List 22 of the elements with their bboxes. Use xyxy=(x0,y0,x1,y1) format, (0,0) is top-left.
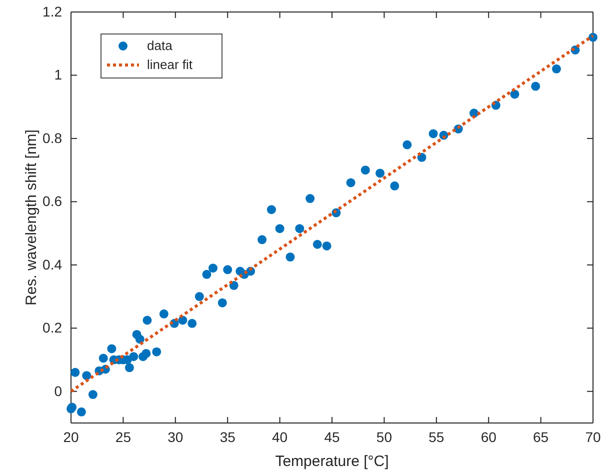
y-tick-label: 0.2 xyxy=(42,320,62,336)
y-tick-label: 1 xyxy=(54,66,62,83)
y-axis-title: Res. wavelength shift [nm] xyxy=(23,130,40,306)
x-tick-label: 50 xyxy=(376,428,392,445)
x-tick-label: 60 xyxy=(480,428,497,445)
x-tick-label: 45 xyxy=(324,428,340,445)
x-tick-label: 40 xyxy=(272,428,288,445)
x-axis-title: Temperature [°C] xyxy=(275,453,389,470)
x-tick-label: 35 xyxy=(220,428,236,445)
legend-label: linear fit xyxy=(147,57,193,72)
x-tick-label: 70 xyxy=(585,428,601,445)
y-tick-label: 0 xyxy=(54,382,62,399)
x-tick-label: 20 xyxy=(63,428,79,445)
x-tick-label: 55 xyxy=(428,428,444,445)
y-tick-label: 0.4 xyxy=(42,256,62,272)
y-tick-label: 0.6 xyxy=(42,193,62,210)
x-tick-label: 25 xyxy=(115,428,132,445)
y-tick-label: 1.2 xyxy=(42,3,62,20)
legend-label: data xyxy=(147,38,174,53)
y-tick-label: 0.8 xyxy=(42,130,62,146)
x-tick-label: 65 xyxy=(533,428,549,445)
x-tick-label: 30 xyxy=(168,428,184,445)
